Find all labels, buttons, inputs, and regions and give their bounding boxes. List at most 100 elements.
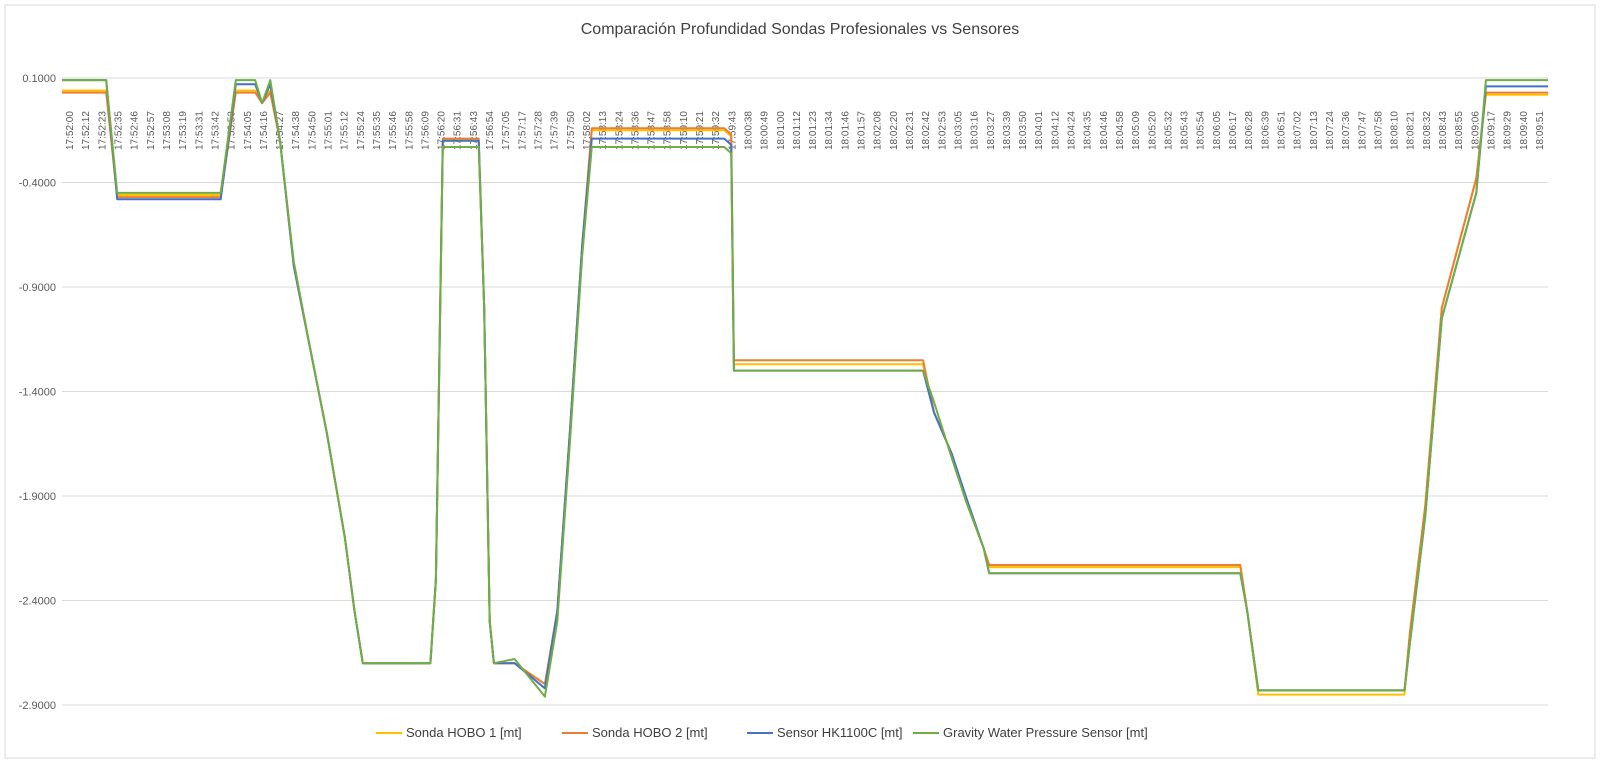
x-tick-label: 17:53:19 (178, 111, 189, 150)
x-tick-label: 18:03:50 (1018, 111, 1029, 150)
legend-label: Sonda HOBO 2 [mt] (592, 725, 708, 740)
x-tick-label: 17:57:17 (517, 111, 528, 150)
x-tick-label: 17:57:39 (550, 111, 561, 150)
x-tick-label: 17:53:31 (194, 111, 205, 150)
x-tick-label: 18:01:34 (824, 111, 835, 150)
x-tick-label: 17:59:43 (727, 111, 738, 150)
x-tick-label: 18:08:43 (1438, 111, 1449, 150)
legend-label: Gravity Water Pressure Sensor [mt] (943, 725, 1148, 740)
legend-item: Sensor HK1100C [mt] (747, 725, 902, 740)
x-axis-tick-labels: 17:52:00 17:52:12 17:52:23 17:52:35 17:52:46… (65, 111, 1546, 150)
x-tick-label: 18:04:12 (1050, 111, 1061, 150)
x-tick-label: 17:52:57 (146, 111, 157, 150)
legend-label: Sonda HOBO 1 [mt] (406, 725, 522, 740)
x-tick-label: 18:05:32 (1163, 111, 1174, 150)
x-tick-label: 17:52:12 (81, 111, 92, 150)
x-tick-label: 17:55:24 (356, 111, 367, 150)
gridlines (62, 77, 1548, 706)
x-tick-label: 18:08:32 (1422, 111, 1433, 150)
x-tick-label: 18:04:24 (1067, 111, 1078, 150)
x-tick-label: 18:03:16 (970, 111, 981, 150)
x-tick-label: 17:57:50 (566, 111, 577, 150)
x-tick-label: 18:01:46 (840, 111, 851, 150)
x-tick-label: 18:05:54 (1196, 111, 1207, 150)
x-tick-label: 17:55:35 (372, 111, 383, 150)
y-tick-label: -0.4000 (19, 178, 56, 190)
x-tick-label: 17:57:28 (533, 111, 544, 150)
x-tick-label: 18:08:55 (1454, 111, 1465, 150)
x-tick-label: 18:03:39 (1002, 111, 1013, 150)
x-tick-label: 18:07:13 (1309, 111, 1320, 150)
x-tick-label: 18:09:29 (1503, 111, 1514, 150)
x-tick-label: 18:05:20 (1147, 111, 1158, 150)
y-tick-label: -2.9000 (19, 700, 56, 712)
x-tick-label: 17:56:09 (420, 111, 431, 150)
y-tick-label: -2.4000 (19, 596, 56, 608)
x-tick-label: 17:55:12 (340, 111, 351, 150)
legend-item: Gravity Water Pressure Sensor [mt] (913, 725, 1148, 740)
x-tick-label: 18:01:00 (776, 111, 787, 150)
x-tick-label: 18:03:27 (986, 111, 997, 150)
x-tick-label: 17:52:46 (130, 111, 141, 150)
x-tick-label: 18:06:28 (1244, 111, 1255, 150)
x-tick-label: 17:56:20 (437, 111, 448, 150)
x-tick-label: 17:56:54 (485, 111, 496, 150)
x-tick-label: 18:04:35 (1083, 111, 1094, 150)
x-tick-label: 17:55:58 (404, 111, 415, 150)
series-line-4 (62, 79, 1548, 698)
x-tick-label: 17:55:46 (388, 111, 399, 150)
x-tick-label: 17:53:42 (210, 111, 221, 150)
x-tick-label: 18:04:46 (1099, 111, 1110, 150)
x-tick-label: 17:58:02 (582, 111, 593, 150)
x-tick-label: 18:03:05 (953, 111, 964, 150)
x-tick-label: 18:04:58 (1115, 111, 1126, 150)
x-tick-label: 18:07:47 (1357, 111, 1368, 150)
x-tick-label: 17:54:16 (259, 111, 270, 150)
x-tick-label: 18:02:08 (873, 111, 884, 150)
y-tick-label: -0.9000 (19, 282, 56, 294)
x-tick-label: 17:54:38 (291, 111, 302, 150)
x-tick-label: 17:53:53 (227, 111, 238, 150)
x-tick-label: 18:09:17 (1486, 111, 1497, 150)
x-tick-label: 18:00:49 (760, 111, 771, 150)
x-tick-label: 17:57:05 (501, 111, 512, 150)
x-tick-label: 17:54:05 (243, 111, 254, 150)
legend-item: Sonda HOBO 1 [mt] (376, 725, 522, 740)
x-tick-label: 18:09:51 (1535, 111, 1546, 150)
x-tick-label: 18:04:01 (1034, 111, 1045, 150)
y-tick-label: 0.1000 (22, 73, 56, 85)
x-tick-label: 18:07:02 (1293, 111, 1304, 150)
x-tick-label: 18:02:20 (889, 111, 900, 150)
x-tick-label: 17:52:23 (97, 111, 108, 150)
x-tick-label: 18:02:53 (937, 111, 948, 150)
x-tick-label: 18:00:38 (743, 111, 754, 150)
y-tick-label: -1.4000 (19, 387, 56, 399)
x-tick-label: 18:09:06 (1470, 111, 1481, 150)
series-lines (62, 79, 1548, 698)
x-tick-label: 18:06:17 (1228, 111, 1239, 150)
x-tick-label: 18:09:40 (1519, 111, 1530, 150)
x-tick-label: 18:06:51 (1276, 111, 1287, 150)
x-tick-label: 17:56:31 (453, 111, 464, 150)
x-tick-label: 18:02:42 (921, 111, 932, 150)
x-tick-label: 18:08:10 (1390, 111, 1401, 150)
x-tick-label: 18:05:09 (1131, 111, 1142, 150)
x-tick-label: 18:06:39 (1260, 111, 1271, 150)
x-tick-label: 18:02:31 (905, 111, 916, 150)
x-tick-label: 18:07:36 (1341, 111, 1352, 150)
x-tick-label: 17:52:35 (114, 111, 125, 150)
chart-area-border (4, 4, 1596, 759)
x-tick-label: 17:53:08 (162, 111, 173, 150)
x-tick-label: 17:54:50 (307, 111, 318, 150)
x-tick-label: 18:07:24 (1325, 111, 1336, 150)
x-tick-label: 18:01:23 (808, 111, 819, 150)
x-tick-label: 17:54:27 (275, 111, 286, 150)
y-axis-tick-labels: 0.1000 -0.4000 -0.9000 -1.4000 -1.9000 -2.400… (19, 73, 56, 712)
legend-label: Sensor HK1100C [mt] (777, 725, 902, 740)
x-tick-label: 17:56:43 (469, 111, 480, 150)
x-tick-label: 17:52:00 (65, 111, 76, 150)
x-tick-label: 18:01:12 (792, 111, 803, 150)
y-tick-label: -1.9000 (19, 491, 56, 503)
